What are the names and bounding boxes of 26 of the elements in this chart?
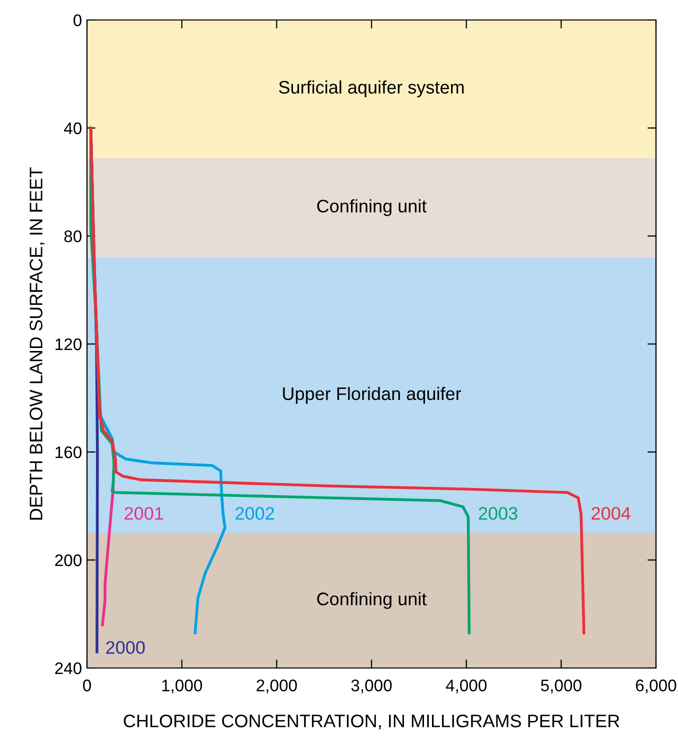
band-label: Confining unit: [317, 592, 427, 609]
series-label: 2000: [106, 641, 145, 654]
y-axis-title: DEPTH BELOW LAND SURFACE, IN FEET: [30, 167, 45, 520]
x-tick-label: 4,000: [446, 680, 487, 694]
y-tick-label: 40: [64, 122, 82, 134]
y-tick-label: 200: [55, 554, 82, 566]
line-series: [89, 126, 586, 634]
series-label: 2002: [236, 507, 274, 520]
x-tick-label: 6,000: [636, 680, 676, 694]
x-tick-label: 5,000: [540, 680, 582, 694]
series-label: 2001: [124, 507, 164, 520]
y-tick-label: 240: [55, 662, 82, 674]
y-tick-label: 80: [64, 230, 82, 242]
x-tick-label: 3,000: [351, 680, 392, 694]
band-label: Upper Floridan aquifer: [283, 386, 462, 404]
band-label: Confining unit: [317, 199, 427, 216]
x-tick-label: 2,000: [256, 680, 297, 694]
series-label: 2004: [592, 507, 630, 520]
x-axis-title: CHLORIDE CONCENTRATION, IN MILLIGRAMS PER LITER: [124, 714, 620, 730]
x-tick-label: 1,000: [162, 680, 202, 694]
x-tick-label: 0: [83, 680, 91, 692]
y-tick-label: 160: [56, 446, 82, 458]
band-label: Surficial aquifer system: [279, 80, 464, 98]
y-tick-label: 120: [56, 338, 82, 350]
y-tick-label: 0: [74, 14, 82, 26]
series-label: 2003: [478, 507, 518, 520]
